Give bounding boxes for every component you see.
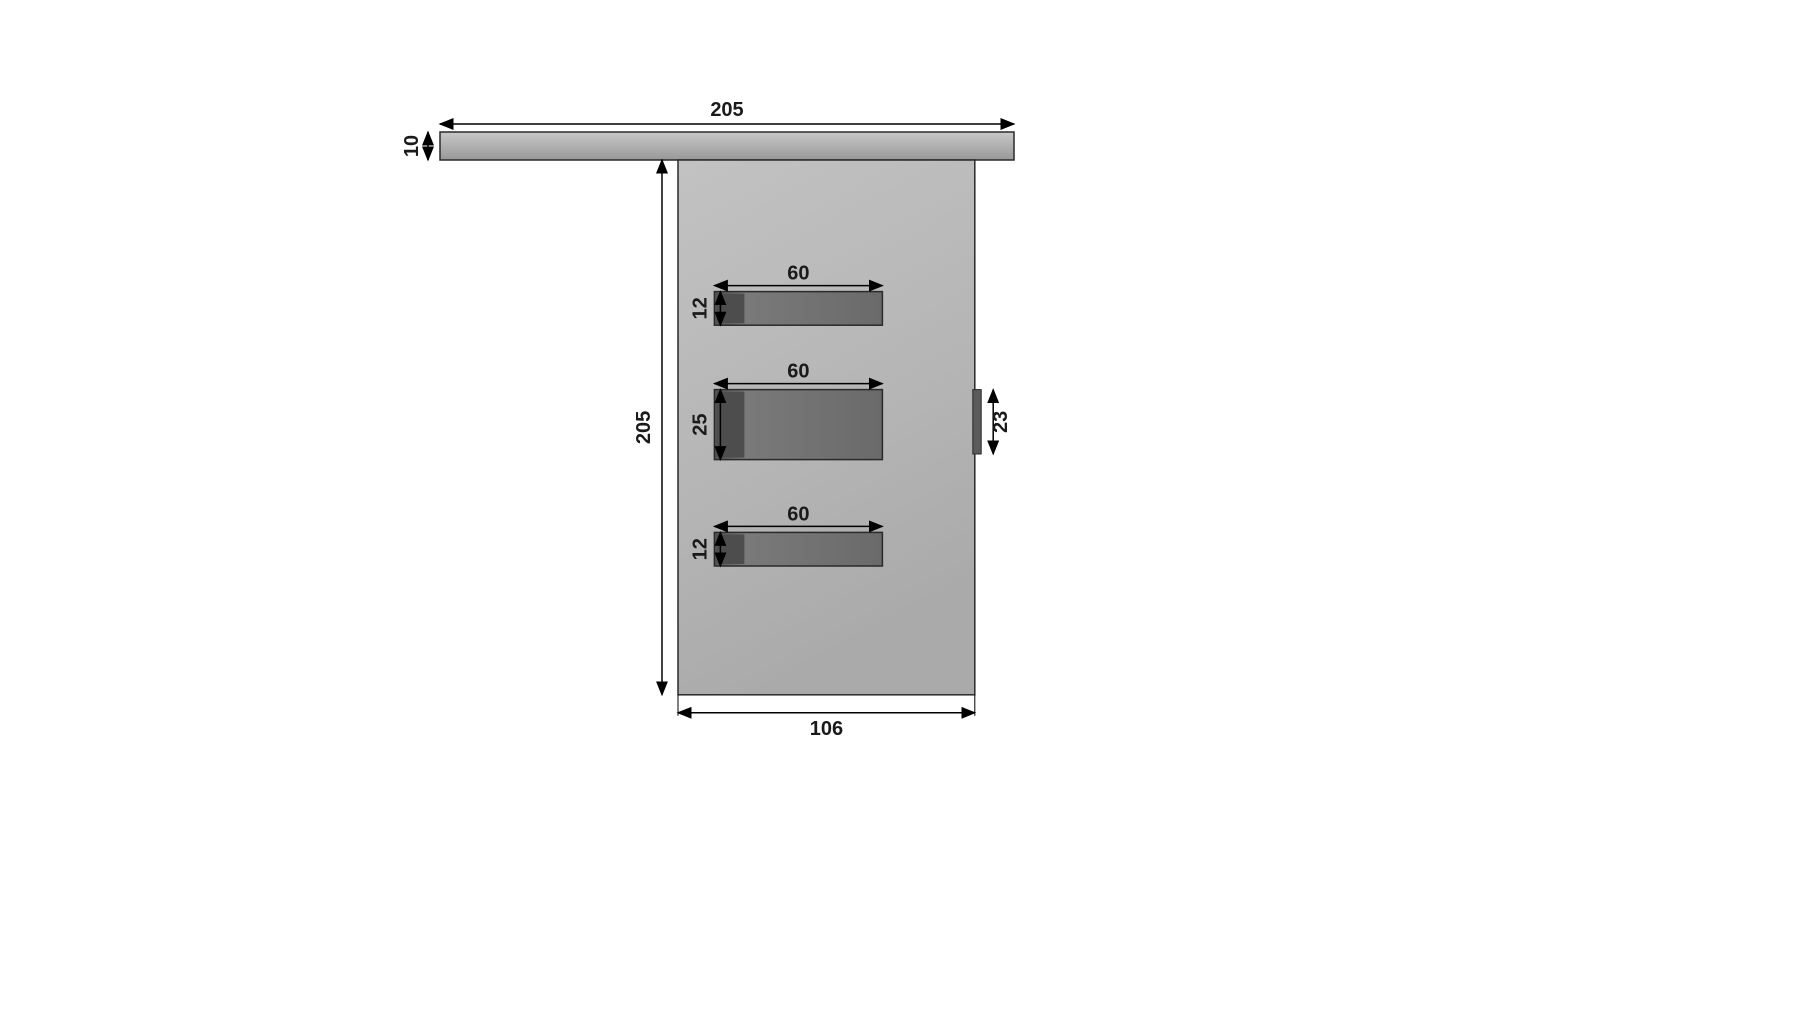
dim-track-width: 205 <box>710 99 743 121</box>
dim-window1-height: 12 <box>689 297 711 319</box>
dim-window1-width: 60 <box>787 263 809 285</box>
dim-window3-height: 12 <box>689 538 711 560</box>
door-assembly <box>440 132 1014 695</box>
dim-door-height: 205 <box>633 411 655 444</box>
dim-handle-height: 23 <box>990 411 1012 433</box>
dim-door-width: 106 <box>810 718 843 740</box>
technical-drawing: 205 10 205 106 60 12 60 25 60 12 23 <box>0 0 1820 1024</box>
dim-window2-height: 25 <box>689 413 711 435</box>
dim-window3-width: 60 <box>787 503 809 525</box>
dim-track-height: 10 <box>401 135 423 157</box>
dim-window2-width: 60 <box>787 361 809 383</box>
